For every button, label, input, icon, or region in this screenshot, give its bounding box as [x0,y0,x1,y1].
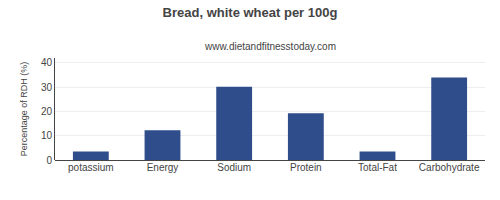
svg-text:30: 30 [41,82,53,93]
svg-text:Protein: Protein [290,162,322,173]
svg-text:40: 40 [41,57,53,68]
svg-text:www.dietandfitnesstoday.com: www.dietandfitnesstoday.com [204,41,336,52]
svg-text:Sodium: Sodium [217,162,251,173]
svg-text:20: 20 [41,106,53,117]
svg-text:10: 10 [41,130,53,141]
svg-text:Energy: Energy [147,162,179,173]
svg-text:Bread, white wheat per 100g: Bread, white wheat per 100g [163,5,338,20]
svg-text:0: 0 [46,155,52,166]
svg-text:potassium: potassium [68,162,114,173]
svg-text:Total-Fat: Total-Fat [358,162,397,173]
svg-text:Carbohydrate: Carbohydrate [419,162,480,173]
svg-text:Percentage of RDH (%): Percentage of RDH (%) [19,62,29,157]
